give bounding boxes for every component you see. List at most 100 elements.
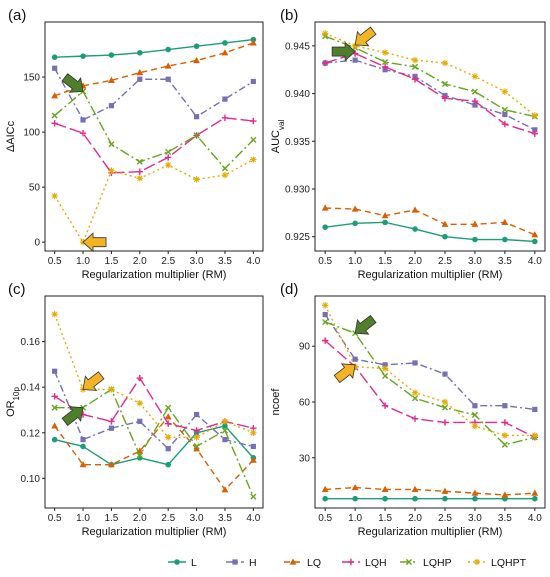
data-point [382,362,388,368]
data-point [136,374,144,382]
green-arrow-icon [61,406,84,426]
data-point [164,62,172,69]
data-point [531,432,539,439]
data-point [321,59,329,67]
series-l [322,219,538,245]
data-point [165,148,172,156]
data-point [502,236,508,243]
series-line [325,221,535,243]
data-point [108,141,115,148]
panel-b: (b) 0.5 1.0 1.5 2.0 2.5 3.0 3.5 4.0 0.925 0.930 0.9… [270,7,546,281]
legend-item-l: L [168,557,197,569]
data-point [193,176,200,183]
x-tick-label: 1.5 [378,256,392,267]
data-point [136,168,144,175]
data-point [51,422,59,429]
panel-label: (c) [8,281,26,298]
x-tick-label: 3.5 [218,513,232,524]
data-point [472,102,478,108]
x-tick-label: 1.5 [378,513,392,524]
data-point [351,42,359,50]
data-point [108,418,115,425]
series-lqh [321,337,539,441]
x-tick-label: 0.5 [318,513,332,524]
data-point [501,218,509,225]
data-point [193,411,200,418]
data-point [80,53,86,59]
data-point [193,43,200,50]
plot-frame [314,21,546,252]
data-point [222,40,228,46]
x-axis-label: Regularization multiplier (RM) [82,526,227,538]
data-point [136,452,143,459]
data-point [221,427,229,434]
data-point [501,120,509,128]
data-point [51,92,59,99]
series-line [54,416,254,491]
y-tick-label: 0.945 [285,41,310,52]
data-point [137,50,143,56]
legend-label: LQ [307,557,321,569]
series-lqhpt [321,302,539,439]
legend-marker [289,558,297,565]
data-point [136,399,144,407]
y-tick-label: 0.12 [21,428,41,439]
x-tick-label: 2.0 [408,256,422,267]
data-point [250,117,257,125]
yellow-arrow-icon [82,232,107,253]
y-tick-label: 0.10 [21,474,41,485]
series-lq [51,413,257,493]
data-point [442,495,448,502]
series-line [325,59,536,131]
data-point [471,220,479,227]
panel-label: (b) [280,7,298,24]
data-point [108,103,115,109]
x-tick-label: 4.0 [246,513,260,524]
x-tick-label: 2.0 [408,513,422,524]
x-axis-label: Regularization multiplier (RM) [358,269,503,281]
x-tick-label: 0.5 [318,256,332,267]
y-tick-label: 90 [299,342,311,353]
data-point [108,461,115,468]
data-point [164,420,172,427]
data-point [222,437,228,443]
data-point [321,30,329,37]
green-arrow-icon [61,73,84,93]
data-point [80,437,86,443]
data-point [531,231,539,238]
data-point [136,69,144,76]
panel-c: (c) 0.5 1.0 1.5 2.0 2.5 3.0 3.5 4.0 0.10 0.12 0.14 0… [5,281,264,538]
plot-frame [314,295,546,509]
x-tick-label: 4.0 [528,513,542,524]
data-point [532,127,538,133]
data-point [502,111,508,118]
x-tick-label: 3.5 [498,256,512,267]
data-point [222,96,228,102]
data-point [441,487,449,494]
legend-marker [174,559,180,565]
data-point [250,156,257,163]
y-tick-label: 0.930 [285,184,310,195]
data-point [352,356,358,362]
x-tick-label: 0.5 [48,256,62,267]
data-point [221,49,229,56]
panel-d: (d) 0.5 1.0 1.5 2.0 2.5 3.0 3.5 4.0 30 60 90 Regular… [270,281,546,538]
data-point [472,236,478,243]
x-tick-label: 2.0 [133,513,147,524]
x-tick-label: 2.5 [161,513,175,524]
data-point [381,485,389,493]
data-point [51,404,58,411]
data-point [411,389,419,396]
data-point [164,413,172,420]
series-line [54,425,254,466]
x-tick-label: 2.5 [438,513,452,524]
data-point [501,88,509,95]
data-point [80,117,86,123]
data-point [381,365,389,372]
legend-marker [232,559,238,565]
panel-label: (d) [280,281,298,298]
green-arrow-icon [331,41,356,62]
data-point [411,76,419,83]
data-point [249,456,257,463]
series-line [54,67,254,121]
